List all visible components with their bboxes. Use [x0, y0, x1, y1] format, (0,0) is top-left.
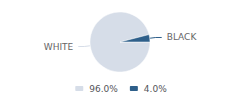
svg-text:BLACK: BLACK: [167, 32, 198, 42]
svg-text:WHITE: WHITE: [44, 42, 74, 52]
svg-text:4.0%: 4.0%: [144, 84, 167, 94]
svg-text:96.0%: 96.0%: [89, 84, 118, 94]
